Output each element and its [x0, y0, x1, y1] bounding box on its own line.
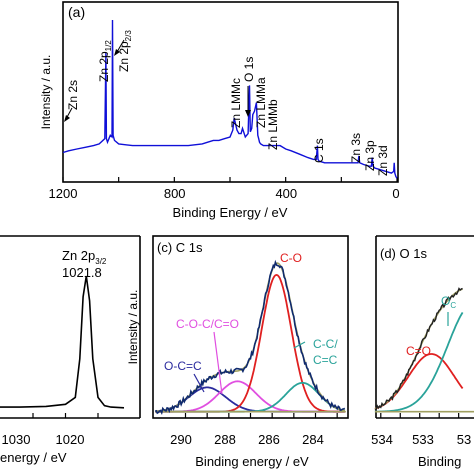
c1s-peak-coc-pointer [213, 331, 223, 395]
panel-c-ylabel: Intensity / a.u. [126, 290, 140, 365]
c1s-peak-occ-label: O-C=C [164, 359, 202, 373]
annot-zn2s: Zn 2s [66, 80, 80, 110]
c1s-peak-cc-label-2: C=C [313, 353, 338, 367]
panel-d-xlabel: Binding [418, 454, 461, 469]
panel-c-x-ticks [184, 413, 338, 418]
panel-a-annotations: Zn 2s Zn 2p1/2 Zn 2p2/3 O 1s Zn LMMc Zn … [64, 30, 390, 176]
c1s-peak-cc-label-1: C-C/ [313, 337, 338, 351]
panel-b-peak-value: 1021.8 [62, 265, 102, 280]
panel-c-label: (c) C 1s [157, 240, 203, 255]
panel-a-label: (a) [68, 4, 85, 20]
panel-b-peak-label: Zn 2p3/2 [62, 248, 107, 266]
panel-a-tick-800: 800 [164, 186, 186, 201]
panel-c-xlabel: Binding energy / eV [195, 454, 309, 469]
annot-c1s: C 1s [312, 138, 326, 163]
zn2p-spectrum-line [0, 275, 125, 409]
o1s-peak-oc-label: OC [441, 294, 456, 310]
annot-zn2p32: Zn 2p2/3 [117, 30, 133, 72]
panel-c-tick-284: 284 [302, 432, 324, 447]
annot-o1s-arrowhead [245, 110, 251, 117]
panel-d: (d) O 1s 534 533 53 Binding C=O OC [371, 235, 474, 469]
panel-a-xlabel: Binding Energy / eV [173, 205, 288, 220]
c1s-peak-coc-label: C-O-C/C=O [176, 317, 239, 331]
panel-a-x-ticks [62, 177, 398, 182]
panel-d-tick-532: 53 [457, 432, 471, 447]
o1s-peak-co-label: C=O [406, 344, 431, 358]
panel-c-tick-288: 288 [214, 432, 236, 447]
panel-a-tick-400: 400 [275, 186, 297, 201]
panel-a-tick-0: 0 [392, 186, 399, 201]
panel-a-ylabel: Intensity / a.u. [39, 55, 53, 130]
annot-zn3d: Zn 3d [376, 145, 390, 176]
panel-b-tick-1030: 1030 [2, 432, 31, 447]
annot-zn3p: Zn 3p [363, 140, 377, 171]
panel-d-x-ticks [380, 413, 460, 418]
panel-c: (c) C 1s Intensity / a.u. 290 288 286 28… [126, 235, 349, 469]
annot-lmmc: Zn LMMc [229, 78, 243, 128]
panel-c-tick-290: 290 [170, 432, 192, 447]
panel-a-tick-1200: 1200 [49, 186, 78, 201]
survey-spectrum-line [62, 19, 398, 179]
annot-lmmb: Zn LMMb [266, 99, 280, 150]
panel-d-tick-533: 533 [412, 432, 434, 447]
annot-zn2s-arrowhead [64, 115, 70, 122]
panel-c-curves [154, 259, 346, 416]
panel-b-tick-1020: 1020 [56, 432, 85, 447]
panel-b-xlabel: energy / eV [0, 450, 67, 465]
annot-o1s: O 1s [242, 57, 256, 82]
c1s-peak-occ-pointer [193, 373, 205, 393]
panel-c-tick-286: 286 [258, 432, 280, 447]
panel-a: (a) Intensity / a.u. 1200 800 400 0 Bind… [39, 1, 400, 220]
annot-zn2p32-arrowhead [114, 49, 120, 56]
c1s-raw-data [154, 259, 346, 416]
panel-b: 1030 1020 energy / eV Zn 2p3/2 1021.8 [0, 235, 141, 465]
o1s-raw-data [374, 287, 463, 411]
annot-zn3s: Zn 3s [349, 133, 363, 163]
panel-d-tick-534: 534 [371, 432, 393, 447]
c1s-peak-cc-pointer [293, 341, 306, 349]
annot-zn2p32-arrow [116, 39, 125, 53]
annot-lmma: Zn LMMa [254, 77, 268, 128]
panel-d-curves [374, 287, 474, 413]
panel-b-x-ticks [32, 413, 99, 418]
panel-d-label: (d) O 1s [380, 246, 427, 261]
annot-zn2p12: Zn 2p1/2 [97, 40, 113, 82]
c1s-peak-co-label: C-O [280, 251, 302, 265]
